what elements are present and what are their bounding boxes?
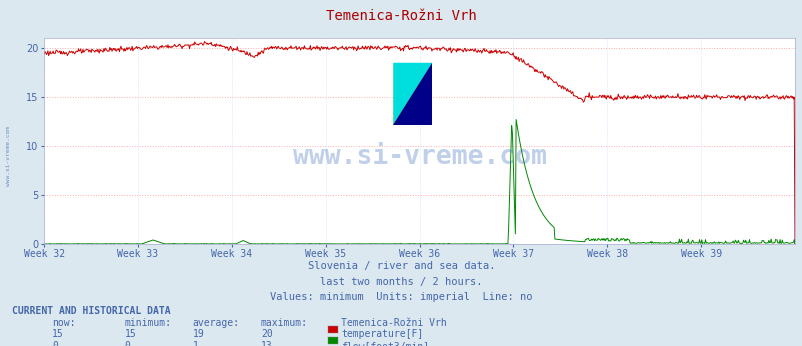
Text: last two months / 2 hours.: last two months / 2 hours.: [320, 277, 482, 287]
Polygon shape: [393, 63, 431, 125]
Text: flow[foot3/min]: flow[foot3/min]: [341, 341, 429, 346]
Text: www.si-vreme.com: www.si-vreme.com: [292, 145, 546, 171]
Text: Temenica-Rožni Vrh: Temenica-Rožni Vrh: [326, 9, 476, 22]
Text: 20: 20: [261, 329, 273, 339]
Text: now:: now:: [52, 318, 75, 328]
Text: Values: minimum  Units: imperial  Line: no: Values: minimum Units: imperial Line: no: [270, 292, 532, 302]
Text: www.si-vreme.com: www.si-vreme.com: [6, 126, 11, 186]
Text: minimum:: minimum:: [124, 318, 172, 328]
Text: maximum:: maximum:: [261, 318, 308, 328]
Text: 15: 15: [124, 329, 136, 339]
Text: 15: 15: [52, 329, 64, 339]
Text: 0: 0: [52, 341, 58, 346]
Text: temperature[F]: temperature[F]: [341, 329, 423, 339]
Text: Temenica-Rožni Vrh: Temenica-Rožni Vrh: [341, 318, 447, 328]
Text: 0: 0: [124, 341, 130, 346]
Text: average:: average:: [192, 318, 240, 328]
Text: 19: 19: [192, 329, 205, 339]
Text: 1: 1: [192, 341, 198, 346]
Text: CURRENT AND HISTORICAL DATA: CURRENT AND HISTORICAL DATA: [12, 306, 171, 316]
Text: 13: 13: [261, 341, 273, 346]
Polygon shape: [393, 63, 431, 125]
FancyBboxPatch shape: [393, 63, 431, 125]
Text: Slovenia / river and sea data.: Slovenia / river and sea data.: [307, 261, 495, 271]
